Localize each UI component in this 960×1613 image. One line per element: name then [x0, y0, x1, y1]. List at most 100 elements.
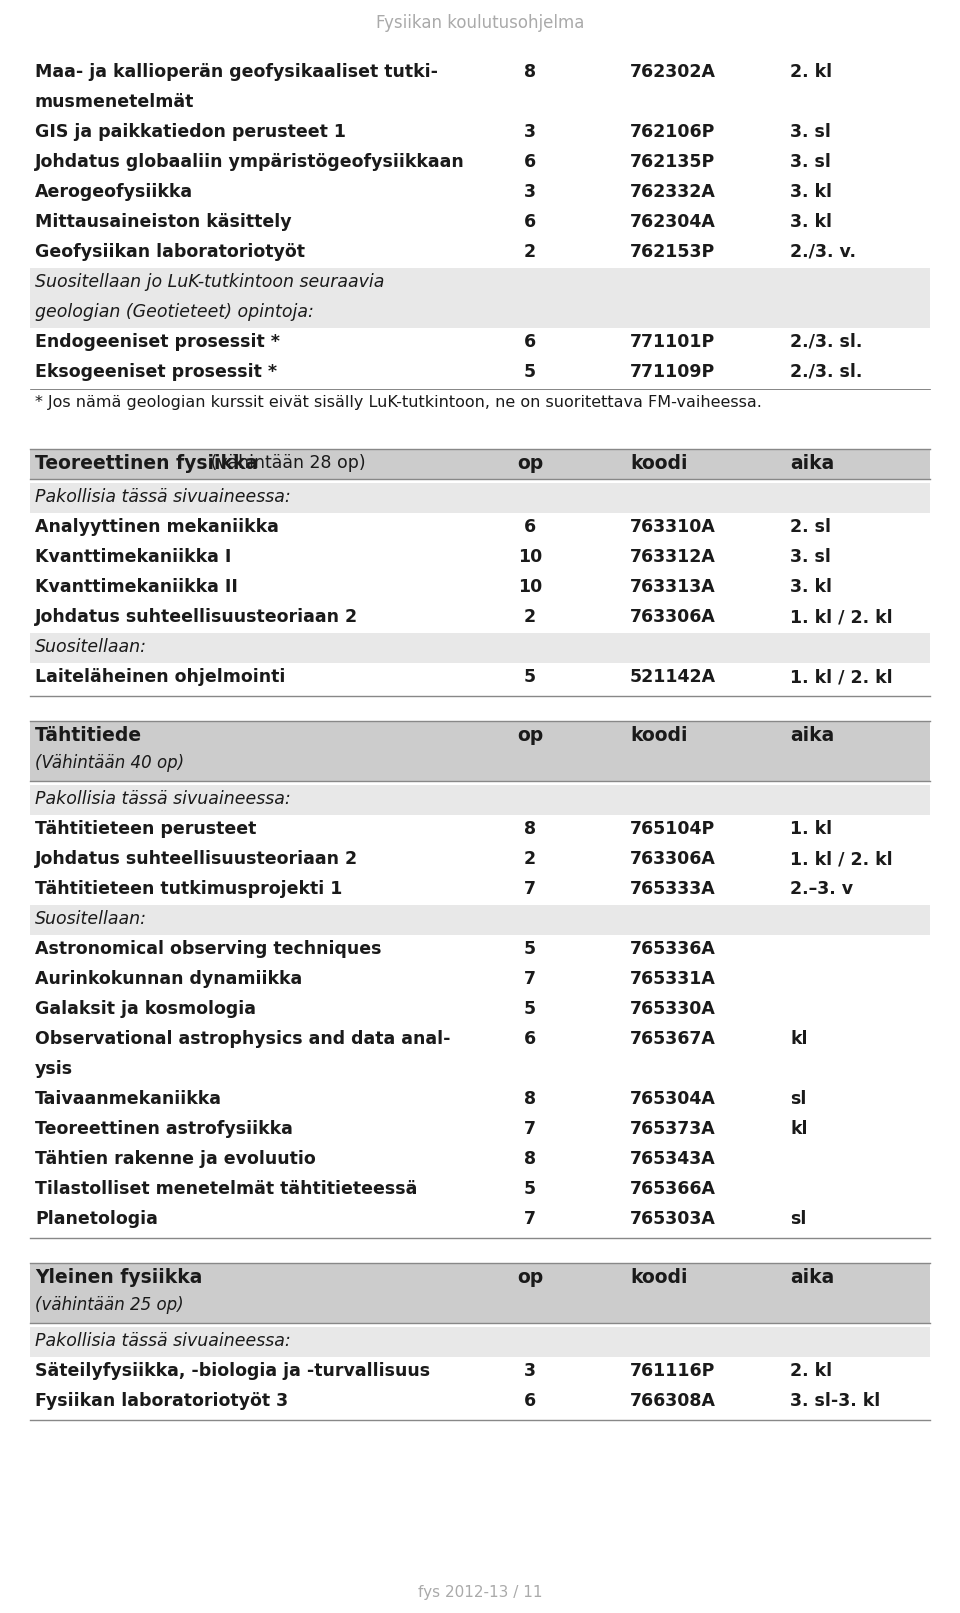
Text: 763312A: 763312A	[630, 548, 716, 566]
Text: Eksogeeniset prosessit *: Eksogeeniset prosessit *	[35, 363, 277, 381]
Text: Pakollisia tässä sivuaineessa:: Pakollisia tässä sivuaineessa:	[35, 489, 291, 506]
Text: 3: 3	[524, 182, 536, 202]
Text: musmenetelmät: musmenetelmät	[35, 94, 194, 111]
Text: 5: 5	[524, 668, 536, 686]
Text: 765333A: 765333A	[630, 881, 716, 898]
Text: 762153P: 762153P	[630, 244, 715, 261]
Text: 2./3. sl.: 2./3. sl.	[790, 332, 862, 352]
Text: op: op	[516, 453, 543, 473]
Text: 3: 3	[524, 1361, 536, 1381]
Text: Endogeeniset prosessit *: Endogeeniset prosessit *	[35, 332, 280, 352]
Text: Geofysiikan laboratoriotyöt: Geofysiikan laboratoriotyöt	[35, 244, 305, 261]
Text: 763306A: 763306A	[630, 608, 716, 626]
Text: Kvanttimekaniikka I: Kvanttimekaniikka I	[35, 548, 231, 566]
Text: Tähtitieteen perusteet: Tähtitieteen perusteet	[35, 819, 256, 839]
Text: 765366A: 765366A	[630, 1181, 716, 1198]
Text: (vähintään 28 op): (vähintään 28 op)	[205, 453, 366, 473]
Text: 2./3. v.: 2./3. v.	[790, 244, 856, 261]
Text: op: op	[516, 1268, 543, 1287]
Text: 765304A: 765304A	[630, 1090, 716, 1108]
Text: Astronomical observing techniques: Astronomical observing techniques	[35, 940, 381, 958]
Text: 765303A: 765303A	[630, 1210, 716, 1227]
Text: 765373A: 765373A	[630, 1119, 716, 1139]
Text: 521142A: 521142A	[630, 668, 716, 686]
Text: 6: 6	[524, 1392, 536, 1410]
Text: 1. kl / 2. kl: 1. kl / 2. kl	[790, 668, 893, 686]
Text: 3. sl-3. kl: 3. sl-3. kl	[790, 1392, 880, 1410]
Text: sl: sl	[790, 1090, 806, 1108]
Text: 10: 10	[517, 577, 542, 595]
Text: 3. sl: 3. sl	[790, 548, 830, 566]
Text: 762135P: 762135P	[630, 153, 715, 171]
Text: Säteilyfysiikka, -biologia ja -turvallisuus: Säteilyfysiikka, -biologia ja -turvallis…	[35, 1361, 430, 1381]
Text: Taivaanmekaniikka: Taivaanmekaniikka	[35, 1090, 222, 1108]
Text: 3. sl: 3. sl	[790, 123, 830, 140]
Text: Fysiikan laboratoriotyöt 3: Fysiikan laboratoriotyöt 3	[35, 1392, 288, 1410]
Bar	[30, 905, 930, 936]
Text: 3: 3	[524, 123, 536, 140]
Text: Teoreettinen astrofysiikka: Teoreettinen astrofysiikka	[35, 1119, 293, 1139]
Text: Johdatus suhteellisuusteoriaan 2: Johdatus suhteellisuusteoriaan 2	[35, 608, 358, 626]
Text: Kvanttimekaniikka II: Kvanttimekaniikka II	[35, 577, 238, 595]
Text: 5: 5	[524, 1181, 536, 1198]
Text: 765367A: 765367A	[630, 1031, 716, 1048]
Bar	[30, 1327, 930, 1357]
Text: Analyyttinen mekaniikka: Analyyttinen mekaniikka	[35, 518, 278, 536]
Bar	[30, 482, 930, 513]
Text: 8: 8	[524, 819, 536, 839]
Bar	[30, 786, 930, 815]
Text: 6: 6	[524, 332, 536, 352]
Text: koodi: koodi	[630, 1268, 687, 1287]
Bar	[30, 268, 930, 327]
Text: 771101P: 771101P	[630, 332, 715, 352]
Text: Laiteläheinen ohjelmointi: Laiteläheinen ohjelmointi	[35, 668, 285, 686]
Text: 5: 5	[524, 363, 536, 381]
Text: Johdatus suhteellisuusteoriaan 2: Johdatus suhteellisuusteoriaan 2	[35, 850, 358, 868]
Text: 2. sl: 2. sl	[790, 518, 831, 536]
Text: 8: 8	[524, 1150, 536, 1168]
Text: * Jos nämä geologian kurssit eivät sisälly LuK-tutkintoon, ne on suoritettava FM: * Jos nämä geologian kurssit eivät sisäl…	[35, 395, 762, 410]
Text: 6: 6	[524, 153, 536, 171]
Text: 6: 6	[524, 518, 536, 536]
Text: 3. kl: 3. kl	[790, 182, 832, 202]
Text: 7: 7	[524, 1119, 536, 1139]
Text: 2: 2	[524, 244, 536, 261]
Bar	[30, 632, 930, 663]
Text: 8: 8	[524, 63, 536, 81]
Text: 763313A: 763313A	[630, 577, 716, 595]
Text: 763310A: 763310A	[630, 518, 716, 536]
Text: 10: 10	[517, 548, 542, 566]
Text: (Vähintään 40 op): (Vähintään 40 op)	[35, 753, 184, 773]
Text: 5: 5	[524, 1000, 536, 1018]
Text: 766308A: 766308A	[630, 1392, 716, 1410]
Text: 2.–3. v: 2.–3. v	[790, 881, 853, 898]
Text: 6: 6	[524, 213, 536, 231]
Text: geologian (Geotieteet) opintoja:: geologian (Geotieteet) opintoja:	[35, 303, 314, 321]
Text: 1. kl / 2. kl: 1. kl / 2. kl	[790, 608, 893, 626]
Text: aika: aika	[790, 726, 834, 745]
Bar	[30, 721, 930, 781]
Text: fys 2012-13 / 11: fys 2012-13 / 11	[418, 1586, 542, 1600]
Text: Suositellaan:: Suositellaan:	[35, 910, 147, 927]
Text: GIS ja paikkatiedon perusteet 1: GIS ja paikkatiedon perusteet 1	[35, 123, 346, 140]
Text: Johdatus globaaliin ympäristögeofysiikkaan: Johdatus globaaliin ympäristögeofysiikka…	[35, 153, 465, 171]
Text: kl: kl	[790, 1031, 807, 1048]
Text: Aurinkokunnan dynamiikka: Aurinkokunnan dynamiikka	[35, 969, 302, 989]
Text: 2: 2	[524, 850, 536, 868]
Text: 765104P: 765104P	[630, 819, 715, 839]
Text: 762302A: 762302A	[630, 63, 716, 81]
Text: 5: 5	[524, 940, 536, 958]
Text: 6: 6	[524, 1031, 536, 1048]
Text: Suositellaan jo LuK-tutkintoon seuraavia: Suositellaan jo LuK-tutkintoon seuraavia	[35, 273, 384, 290]
Text: Tähtitiede: Tähtitiede	[35, 726, 142, 745]
Text: Fysiikan koulutusohjelma: Fysiikan koulutusohjelma	[375, 15, 585, 32]
Text: sl: sl	[790, 1210, 806, 1227]
Text: 762304A: 762304A	[630, 213, 716, 231]
Text: kl: kl	[790, 1119, 807, 1139]
Text: 765336A: 765336A	[630, 940, 716, 958]
Text: 761116P: 761116P	[630, 1361, 715, 1381]
Text: Galaksit ja kosmologia: Galaksit ja kosmologia	[35, 1000, 256, 1018]
Text: Aerogeofysiikka: Aerogeofysiikka	[35, 182, 193, 202]
Text: Planetologia: Planetologia	[35, 1210, 157, 1227]
Text: 2: 2	[524, 608, 536, 626]
